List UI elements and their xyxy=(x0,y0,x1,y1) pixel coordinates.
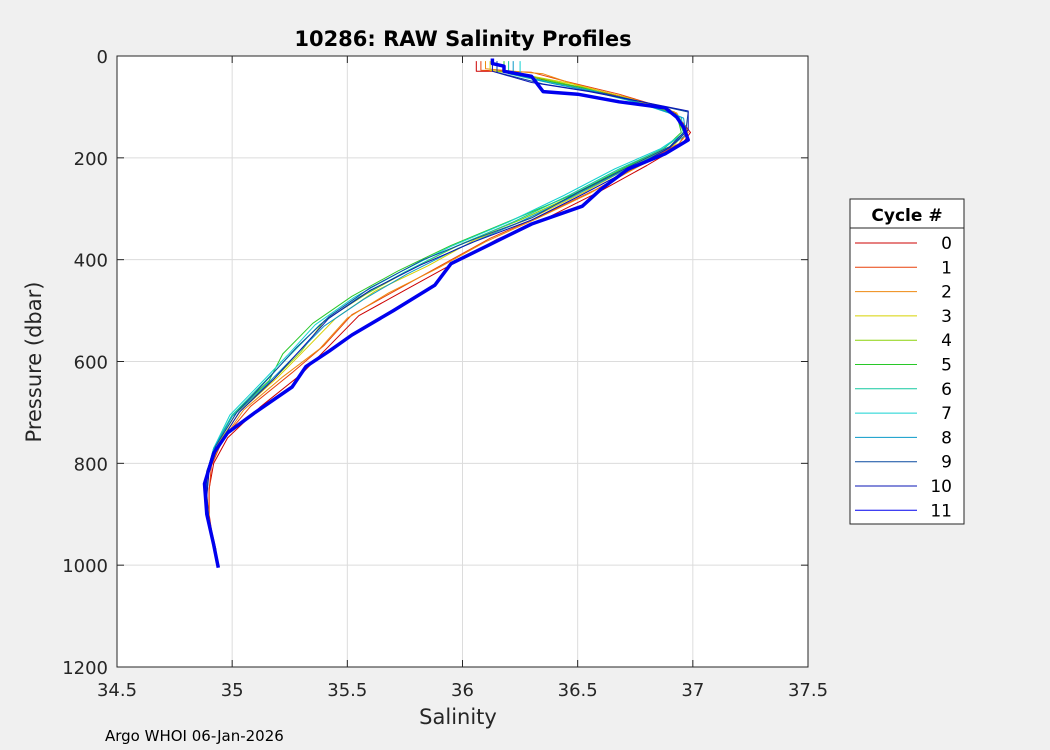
legend-label: 4 xyxy=(941,331,952,351)
y-tick-label: 200 xyxy=(74,149,108,170)
y-tick-label: 600 xyxy=(74,353,108,374)
y-tick-label: 0 xyxy=(97,47,108,68)
legend-label: 7 xyxy=(941,404,952,424)
legend-label: 1 xyxy=(941,258,952,278)
series-line-cycle-11 xyxy=(202,58,690,569)
legend-label: 6 xyxy=(941,380,952,400)
x-tick-label: 36 xyxy=(451,680,474,701)
x-tick-label: 35.5 xyxy=(327,680,367,701)
footer-credit: Argo WHOI 06-Jan-2026 xyxy=(105,727,284,745)
x-axis-label: Salinity xyxy=(419,705,497,729)
x-tick-label: 34.5 xyxy=(97,680,137,701)
x-tick-label: 37 xyxy=(681,680,704,701)
legend-label: 9 xyxy=(941,453,952,473)
x-tick-label: 36.5 xyxy=(558,680,598,701)
x-tick-label: 37.5 xyxy=(788,680,828,701)
legend-label: 2 xyxy=(941,283,952,303)
legend-items: 0 1 2 3 4 5 6 7 8 9 10 11 xyxy=(855,234,952,521)
y-tick-label: 1000 xyxy=(62,556,108,577)
legend-label: 3 xyxy=(941,307,952,327)
legend-title: Cycle # xyxy=(871,206,942,226)
legend-label: 0 xyxy=(941,234,952,254)
axis-ticks: 34.5 35 35.5 36 36.5 37 37.5 0 200 400 600 800 1000 1… xyxy=(62,47,828,701)
y-tick-label: 1200 xyxy=(62,658,108,679)
y-axis-label: Pressure (dbar) xyxy=(22,282,46,443)
y-tick-label: 400 xyxy=(74,251,108,272)
legend-box xyxy=(849,198,965,525)
legend-label: 8 xyxy=(941,428,952,448)
legend: Cycle # 0 1 2 3 4 5 6 7 8 9 10 11 xyxy=(849,198,965,525)
x-tick-label: 35 xyxy=(221,680,244,701)
profile-lines xyxy=(202,58,691,569)
legend-label: 10 xyxy=(930,477,952,497)
legend-label: 5 xyxy=(941,356,952,376)
chart-title: 10286: RAW Salinity Profiles xyxy=(294,27,631,51)
legend-label: 11 xyxy=(930,501,952,521)
y-tick-label: 800 xyxy=(74,454,108,475)
